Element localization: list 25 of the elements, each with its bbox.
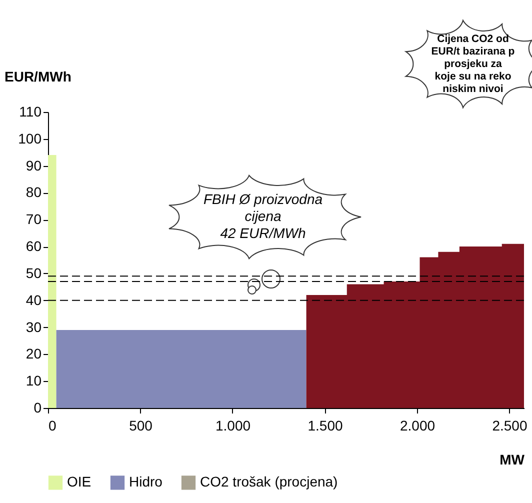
x-tick-label: 2.500 (492, 418, 528, 434)
y-tick-label: 60 (26, 238, 42, 254)
y-tick-label: 40 (26, 292, 42, 308)
text: Cijena CO2 od EUR/t bazirana p prosjeku za koje su na reko niskim nivoi (431, 32, 515, 96)
y-tick-label: 70 (26, 211, 42, 228)
legend-label: CO2 trošak (procjena) (200, 474, 338, 490)
y-tick-label: 50 (26, 264, 42, 281)
x-axis-title: MW (500, 452, 526, 468)
y-tick-label: 30 (26, 318, 42, 335)
x-tick-label: 500 (129, 418, 153, 434)
y-tick-label: 10 (26, 372, 42, 389)
y-axis-title: EUR/MWh (4, 68, 72, 84)
x-tick-label: 1.500 (308, 418, 343, 434)
x-tick-label: 1.000 (215, 418, 251, 434)
y-tick-label: 20 (26, 346, 42, 362)
legend-label: OIE (67, 474, 92, 490)
annotation: FBIH Ø proizvodna cijena 42 EUR/MWh (203, 191, 323, 241)
y-tick-label: 0 (34, 400, 42, 416)
y-tick-label: 110 (19, 104, 42, 120)
y-tick-label: 100 (18, 130, 42, 146)
legend-label: Hidro (129, 474, 163, 490)
x-tick-label: 2.000 (400, 418, 436, 434)
x-tick-label: 0 (48, 418, 56, 434)
y-tick-label: 80 (26, 184, 42, 200)
y-tick-label: 90 (26, 157, 42, 174)
